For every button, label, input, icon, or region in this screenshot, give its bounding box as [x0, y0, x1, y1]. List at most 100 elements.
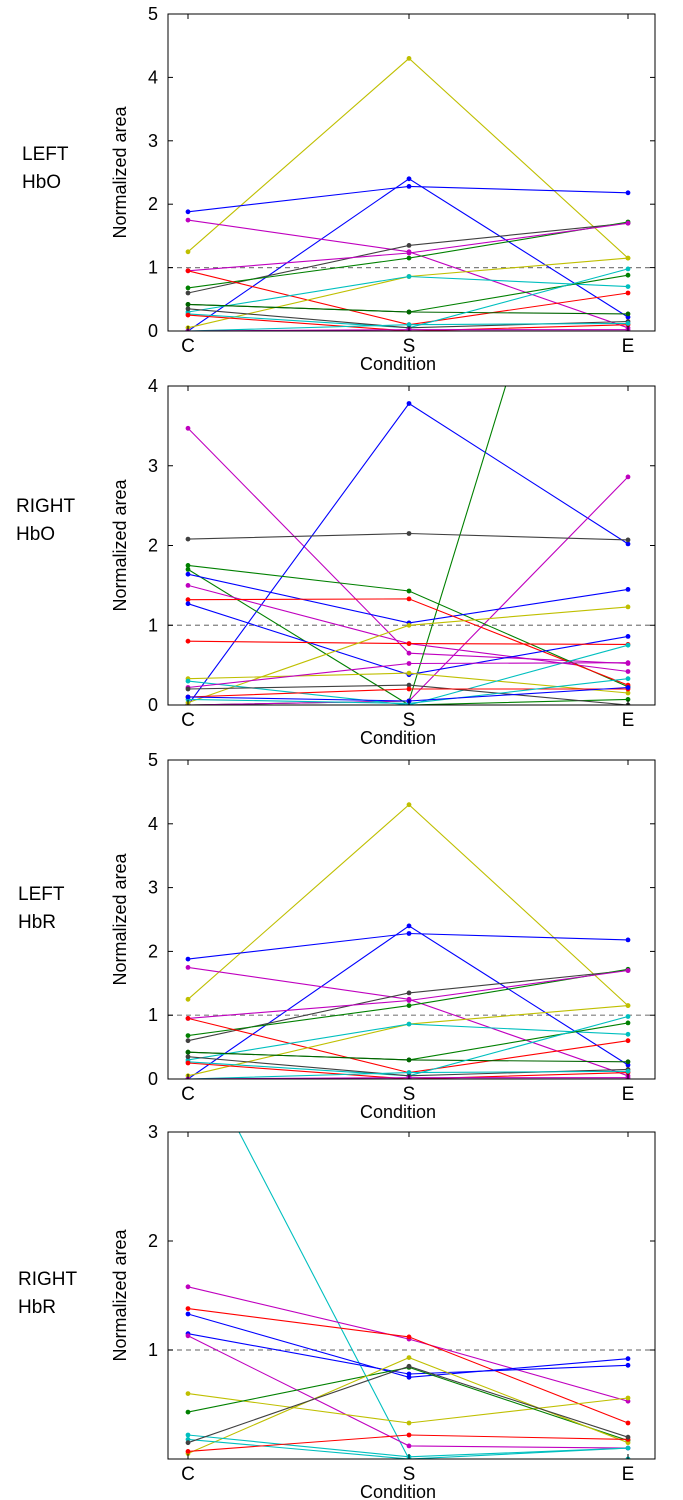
data-point: [185, 567, 191, 572]
y-axis-label: Normalized area: [110, 852, 130, 985]
data-point: [625, 1440, 631, 1446]
data-point: [406, 1334, 412, 1340]
data-point: [185, 1016, 191, 1021]
data-point: [625, 311, 631, 317]
data-point: [406, 1432, 412, 1438]
data-point: [406, 1003, 412, 1008]
data-point: [406, 670, 412, 676]
data-point: [185, 249, 191, 255]
data-point: [185, 209, 191, 215]
data-point: [406, 243, 412, 248]
y-axis-label: Normalized area: [110, 1228, 130, 1361]
axes-box: [167, 13, 656, 332]
data-point: [625, 1031, 631, 1037]
series-line: [238, 1132, 629, 1459]
data-point: [185, 1284, 191, 1290]
row-label-line: RIGHT: [18, 1269, 78, 1290]
row-label-line: HbR: [18, 912, 56, 933]
data-point: [406, 56, 412, 61]
data-point: [406, 274, 412, 279]
data-point: [406, 641, 412, 646]
x-tick-label: E: [622, 1084, 635, 1105]
row-label-line: LEFT: [18, 884, 65, 905]
data-point: [406, 531, 412, 536]
y-tick-label: 1: [148, 258, 158, 278]
y-tick-label: 3: [148, 456, 158, 476]
data-point: [625, 190, 631, 196]
data-point: [185, 638, 191, 644]
data-point: [406, 1363, 412, 1369]
x-tick-label: C: [181, 336, 195, 357]
data-point: [185, 285, 191, 291]
y-tick-label: 5: [148, 750, 158, 770]
data-point: [406, 998, 412, 1003]
x-tick-label: S: [403, 710, 416, 731]
series-line: [187, 257, 629, 329]
data-point: [625, 474, 631, 480]
y-tick-label: 3: [148, 878, 158, 898]
series-line: [187, 568, 629, 705]
data-point: [406, 682, 412, 688]
data-point: [185, 686, 191, 692]
x-axis-label: Condition: [360, 1482, 436, 1500]
series-line: [187, 803, 629, 1007]
series-line: [187, 427, 629, 665]
data-point: [185, 1054, 191, 1060]
data-point: [406, 802, 412, 808]
series-line: [187, 1062, 629, 1079]
data-point: [185, 1440, 191, 1446]
series-group: [185, 56, 631, 331]
y-tick-label: 2: [148, 941, 158, 961]
x-tick-label: E: [622, 1464, 635, 1485]
data-point: [625, 1420, 631, 1426]
data-point: [185, 268, 191, 274]
data-point: [406, 596, 412, 602]
data-point: [406, 184, 412, 189]
data-point: [625, 1362, 631, 1368]
data-point: [625, 537, 631, 543]
data-point: [185, 1437, 191, 1442]
data-point: [625, 604, 631, 610]
data-point: [406, 250, 412, 256]
data-point: [185, 1049, 191, 1055]
series-line: [187, 185, 629, 213]
x-tick-label: C: [181, 1084, 195, 1105]
data-point: [625, 1356, 631, 1362]
data-point: [185, 306, 191, 312]
data-point: [185, 536, 191, 542]
data-point: [185, 425, 191, 431]
data-point: [185, 217, 191, 223]
data-point: [625, 685, 631, 690]
chart-panel-1: LEFT HbO 0 1 2 3 4 5 C S E Condition Normalized area: [22, 4, 656, 374]
x-tick-label: S: [403, 336, 416, 357]
data-point: [406, 686, 412, 692]
y-tick-label: 4: [148, 67, 158, 87]
data-point: [625, 676, 631, 682]
data-point: [625, 1445, 631, 1451]
data-point: [625, 660, 631, 666]
data-point: [185, 1033, 191, 1038]
data-point: [185, 563, 191, 568]
series-line: [187, 644, 629, 705]
data-point: [625, 1434, 631, 1440]
axes-box: [167, 385, 656, 706]
data-point: [625, 272, 631, 278]
series-line: [187, 1335, 629, 1449]
data-point: [185, 583, 191, 588]
data-point: [625, 1038, 631, 1044]
data-point: [185, 965, 191, 970]
data-point: [406, 309, 412, 315]
series-line: [187, 402, 629, 705]
data-point: [625, 690, 631, 696]
series-line: [187, 1005, 629, 1077]
row-label-line: HbR: [18, 1297, 56, 1318]
data-point: [185, 597, 191, 603]
y-axis-label: Normalized area: [110, 105, 130, 238]
data-point: [406, 990, 412, 996]
y-tick-label: 1: [148, 1005, 158, 1025]
data-point: [406, 1070, 412, 1075]
data-point: [625, 1395, 631, 1401]
y-tick-label: 2: [148, 194, 158, 214]
chart-panel-3: LEFT HbR 0 1 2 3 4 5 C S E Condition Normalized area: [18, 750, 656, 1122]
